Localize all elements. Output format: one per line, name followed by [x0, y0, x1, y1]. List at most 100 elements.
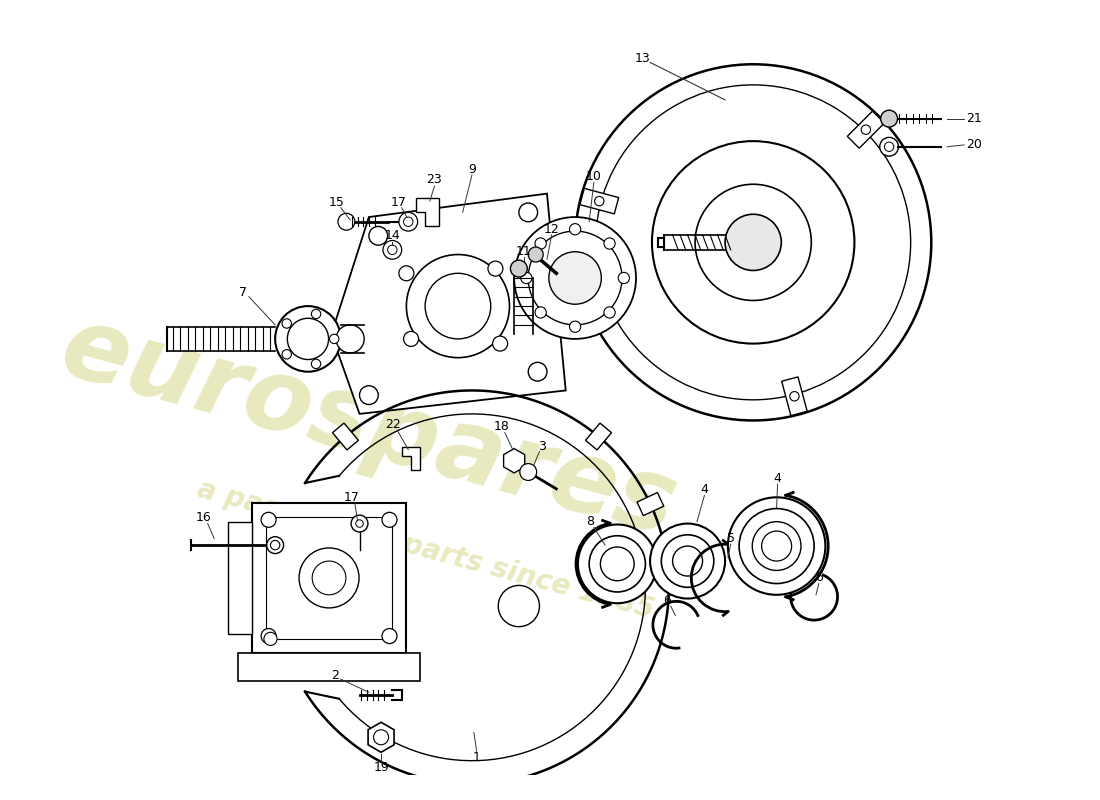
Text: 15: 15	[329, 197, 345, 210]
Polygon shape	[416, 198, 439, 226]
Text: 2: 2	[331, 669, 339, 682]
Circle shape	[282, 350, 292, 359]
Text: 12: 12	[543, 222, 560, 236]
Bar	[229, 522, 252, 634]
Circle shape	[382, 512, 397, 527]
Circle shape	[383, 241, 402, 259]
Circle shape	[650, 523, 725, 598]
Text: 11: 11	[516, 246, 531, 258]
Circle shape	[739, 509, 814, 583]
Circle shape	[528, 231, 622, 325]
Circle shape	[311, 310, 321, 318]
Text: 22: 22	[385, 418, 402, 430]
Circle shape	[360, 386, 378, 405]
Polygon shape	[847, 111, 884, 148]
Circle shape	[425, 274, 491, 339]
Bar	[266, 517, 393, 639]
Circle shape	[578, 525, 657, 603]
Circle shape	[570, 224, 581, 235]
Circle shape	[374, 730, 388, 745]
Circle shape	[880, 138, 899, 156]
Text: 5: 5	[727, 532, 735, 545]
Circle shape	[761, 531, 792, 561]
Text: 14: 14	[384, 230, 400, 242]
Circle shape	[382, 629, 397, 643]
Circle shape	[338, 214, 355, 230]
Text: 6: 6	[663, 594, 671, 607]
Circle shape	[528, 247, 543, 262]
Circle shape	[861, 125, 870, 134]
Circle shape	[404, 217, 412, 226]
Circle shape	[404, 331, 419, 346]
Polygon shape	[332, 423, 359, 450]
Circle shape	[595, 197, 604, 206]
Circle shape	[884, 142, 894, 151]
Polygon shape	[580, 188, 618, 214]
Text: a passion for parts since 1985: a passion for parts since 1985	[194, 475, 657, 624]
Circle shape	[498, 586, 539, 626]
Circle shape	[282, 318, 292, 328]
Circle shape	[387, 245, 397, 254]
Circle shape	[355, 520, 363, 527]
Text: eurospares: eurospares	[51, 299, 688, 557]
Circle shape	[514, 217, 636, 339]
Circle shape	[399, 266, 414, 281]
Circle shape	[266, 537, 284, 554]
Circle shape	[728, 498, 825, 594]
Circle shape	[271, 541, 279, 550]
Polygon shape	[637, 493, 663, 516]
Polygon shape	[782, 377, 807, 416]
Text: 18: 18	[494, 419, 510, 433]
Circle shape	[510, 260, 527, 277]
Circle shape	[881, 110, 898, 127]
Circle shape	[264, 632, 277, 646]
Polygon shape	[585, 423, 612, 450]
Circle shape	[287, 318, 329, 359]
Circle shape	[570, 321, 581, 332]
Circle shape	[337, 325, 364, 353]
Circle shape	[275, 306, 341, 372]
Text: 6: 6	[815, 571, 823, 585]
Text: 3: 3	[538, 440, 547, 453]
Text: 17: 17	[344, 491, 360, 504]
Circle shape	[618, 272, 629, 284]
Polygon shape	[402, 446, 420, 470]
Circle shape	[535, 238, 547, 249]
Text: 9: 9	[469, 162, 476, 176]
Circle shape	[368, 226, 387, 245]
Circle shape	[312, 561, 345, 594]
Circle shape	[549, 252, 602, 304]
Circle shape	[299, 548, 359, 608]
Bar	[238, 653, 420, 681]
Circle shape	[261, 629, 276, 643]
Text: 16: 16	[196, 511, 212, 525]
Text: 7: 7	[240, 286, 248, 299]
Circle shape	[406, 254, 509, 358]
Circle shape	[261, 512, 276, 527]
Circle shape	[604, 238, 615, 249]
Text: 4: 4	[773, 472, 781, 485]
Circle shape	[519, 203, 538, 222]
Text: 13: 13	[635, 52, 650, 65]
Circle shape	[520, 463, 537, 481]
Circle shape	[528, 362, 547, 381]
Text: 8: 8	[586, 515, 594, 528]
Text: 21: 21	[967, 112, 982, 125]
Circle shape	[752, 522, 801, 570]
Text: 1: 1	[473, 751, 481, 764]
Text: 20: 20	[967, 138, 982, 151]
Circle shape	[590, 536, 646, 592]
Circle shape	[604, 307, 615, 318]
Circle shape	[311, 359, 321, 369]
Circle shape	[672, 546, 703, 576]
Circle shape	[661, 535, 714, 587]
Text: 23: 23	[427, 173, 442, 186]
Circle shape	[535, 307, 547, 318]
Bar	[252, 503, 406, 653]
Circle shape	[488, 261, 503, 276]
Circle shape	[351, 515, 367, 532]
Circle shape	[725, 214, 781, 270]
Polygon shape	[274, 509, 300, 531]
Circle shape	[330, 334, 339, 343]
Circle shape	[520, 272, 532, 284]
